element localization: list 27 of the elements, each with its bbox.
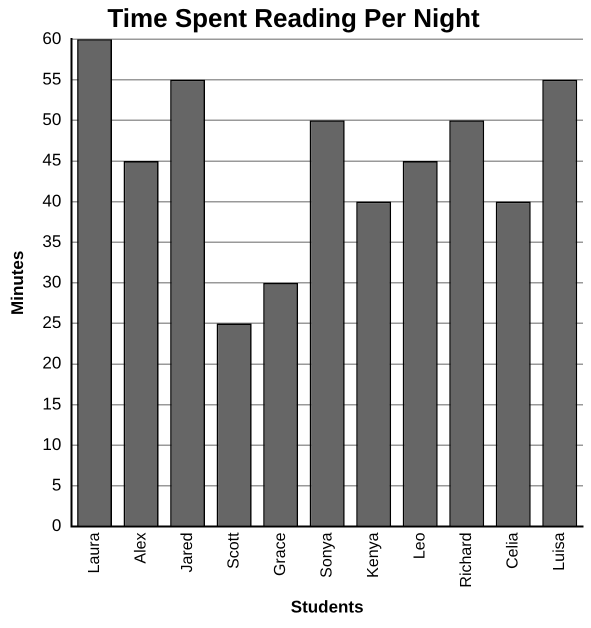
x-tick-label: Laura (86, 532, 103, 574)
x-tick-label: Sonya (318, 532, 336, 578)
x-tick-label: Grace (272, 532, 290, 576)
x-tick-label: Jared (179, 532, 196, 572)
y-tick-label: 30 (42, 272, 62, 292)
chart-title: Time Spent Reading Per Night (107, 2, 480, 33)
y-tick-label: 10 (42, 434, 62, 454)
x-tick-label: Alex (132, 532, 150, 564)
y-tick-label: 0 (52, 516, 62, 536)
x-tick-label: Leo (412, 532, 429, 560)
x-tick-label: Luisa (551, 532, 568, 571)
x-axis-title: Students (290, 597, 364, 616)
y-tick-label: 40 (42, 191, 62, 210)
y-tick-label: 60 (42, 28, 62, 48)
y-tick-label: 50 (42, 110, 62, 130)
y-tick-label: 55 (42, 69, 62, 88)
y-tick-label: 35 (42, 232, 62, 251)
y-axis-title: Minutes (8, 250, 27, 315)
x-tick-label: Kenya (365, 532, 382, 578)
y-tick-label: 5 (52, 476, 62, 495)
x-tick-label: Richard (458, 532, 476, 588)
y-tick-label: 25 (42, 313, 62, 332)
x-tick-label: Scott (226, 532, 243, 569)
y-tick-label: 15 (42, 394, 62, 414)
y-tick-label: 20 (42, 354, 62, 373)
y-tick-label: 45 (42, 150, 62, 170)
x-tick-label: Celia (504, 532, 522, 569)
